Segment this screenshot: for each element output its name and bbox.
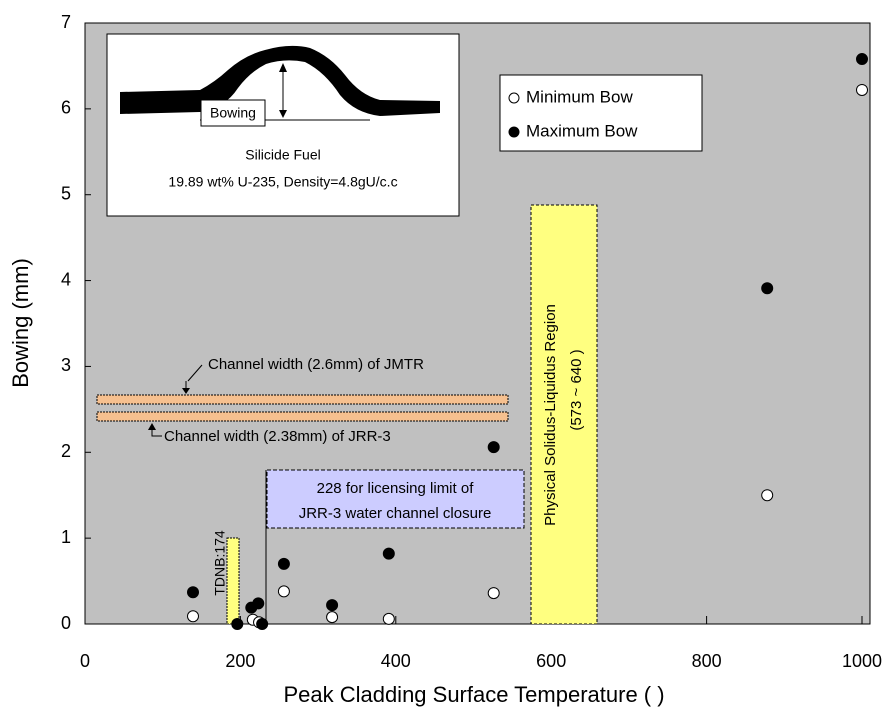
y-tick-label: 0: [61, 613, 71, 633]
annotation: Bowing: [210, 105, 256, 121]
point: [856, 53, 868, 66]
legend-marker: [508, 92, 520, 104]
x-tick-label: 1000: [842, 651, 882, 671]
jrr3-band: [96, 411, 509, 422]
legend-label: Minimum Bow: [526, 87, 633, 106]
point: [326, 611, 339, 624]
legend: [499, 74, 703, 152]
y-axis-label: Bowing (mm): [8, 258, 33, 388]
y-tick-label: 4: [61, 269, 71, 289]
point: [487, 587, 500, 600]
y-tick-label: 5: [61, 183, 71, 203]
arrow-head: [148, 423, 156, 430]
point: [256, 618, 269, 630]
annotation: 19.89 wt% U-235, Density=4.8gU/c.c: [168, 174, 397, 190]
point: [382, 547, 395, 560]
annotation: Physical Solidus-Liquidus Region: [542, 304, 559, 526]
point: [487, 441, 500, 454]
y-tick-label: 2: [61, 441, 71, 461]
legend-marker: [508, 126, 520, 138]
annotation: JRR-3 water channel closure: [299, 505, 492, 522]
tdnb-bar: [226, 537, 240, 625]
x-tick-label: 0: [80, 651, 90, 671]
x-axis-label: Peak Cladding Surface Temperature ( ): [283, 682, 664, 707]
point: [277, 557, 290, 570]
x-tick-label: 800: [692, 651, 722, 671]
annotation: Channel width (2.6mm) of JMTR: [208, 356, 424, 373]
x-tick-label: 600: [536, 651, 566, 671]
point: [187, 586, 200, 599]
point: [382, 612, 395, 625]
legend-label: Maximum Bow: [526, 121, 638, 140]
point: [761, 489, 774, 502]
point: [277, 585, 290, 598]
label-box: [200, 99, 266, 127]
point: [187, 610, 200, 623]
region-box: [530, 204, 598, 625]
annotation: TDNB:174: [212, 530, 228, 596]
point: [856, 83, 868, 96]
y-tick-label: 1: [61, 527, 71, 547]
x-tick-label: 400: [381, 651, 411, 671]
point: [761, 282, 774, 295]
point: [252, 597, 265, 610]
arrow-head: [182, 388, 190, 394]
annotation: Silicide Fuel: [245, 147, 320, 163]
y-tick-label: 7: [61, 12, 71, 32]
point: [231, 618, 244, 630]
x-tick-label: 200: [225, 651, 255, 671]
y-tick-label: 3: [61, 355, 71, 375]
y-tick-label: 6: [61, 98, 71, 118]
annotation: (573 ~ 640 ): [568, 349, 585, 430]
jmtr-band: [96, 394, 509, 405]
fuel-shape: [120, 45, 440, 116]
annotation: Channel width (2.38mm) of JRR-3: [164, 428, 391, 445]
leader: [187, 364, 203, 382]
limit-box: [266, 469, 525, 529]
annotation: 228 for licensing limit of: [317, 480, 475, 497]
point: [326, 599, 339, 612]
